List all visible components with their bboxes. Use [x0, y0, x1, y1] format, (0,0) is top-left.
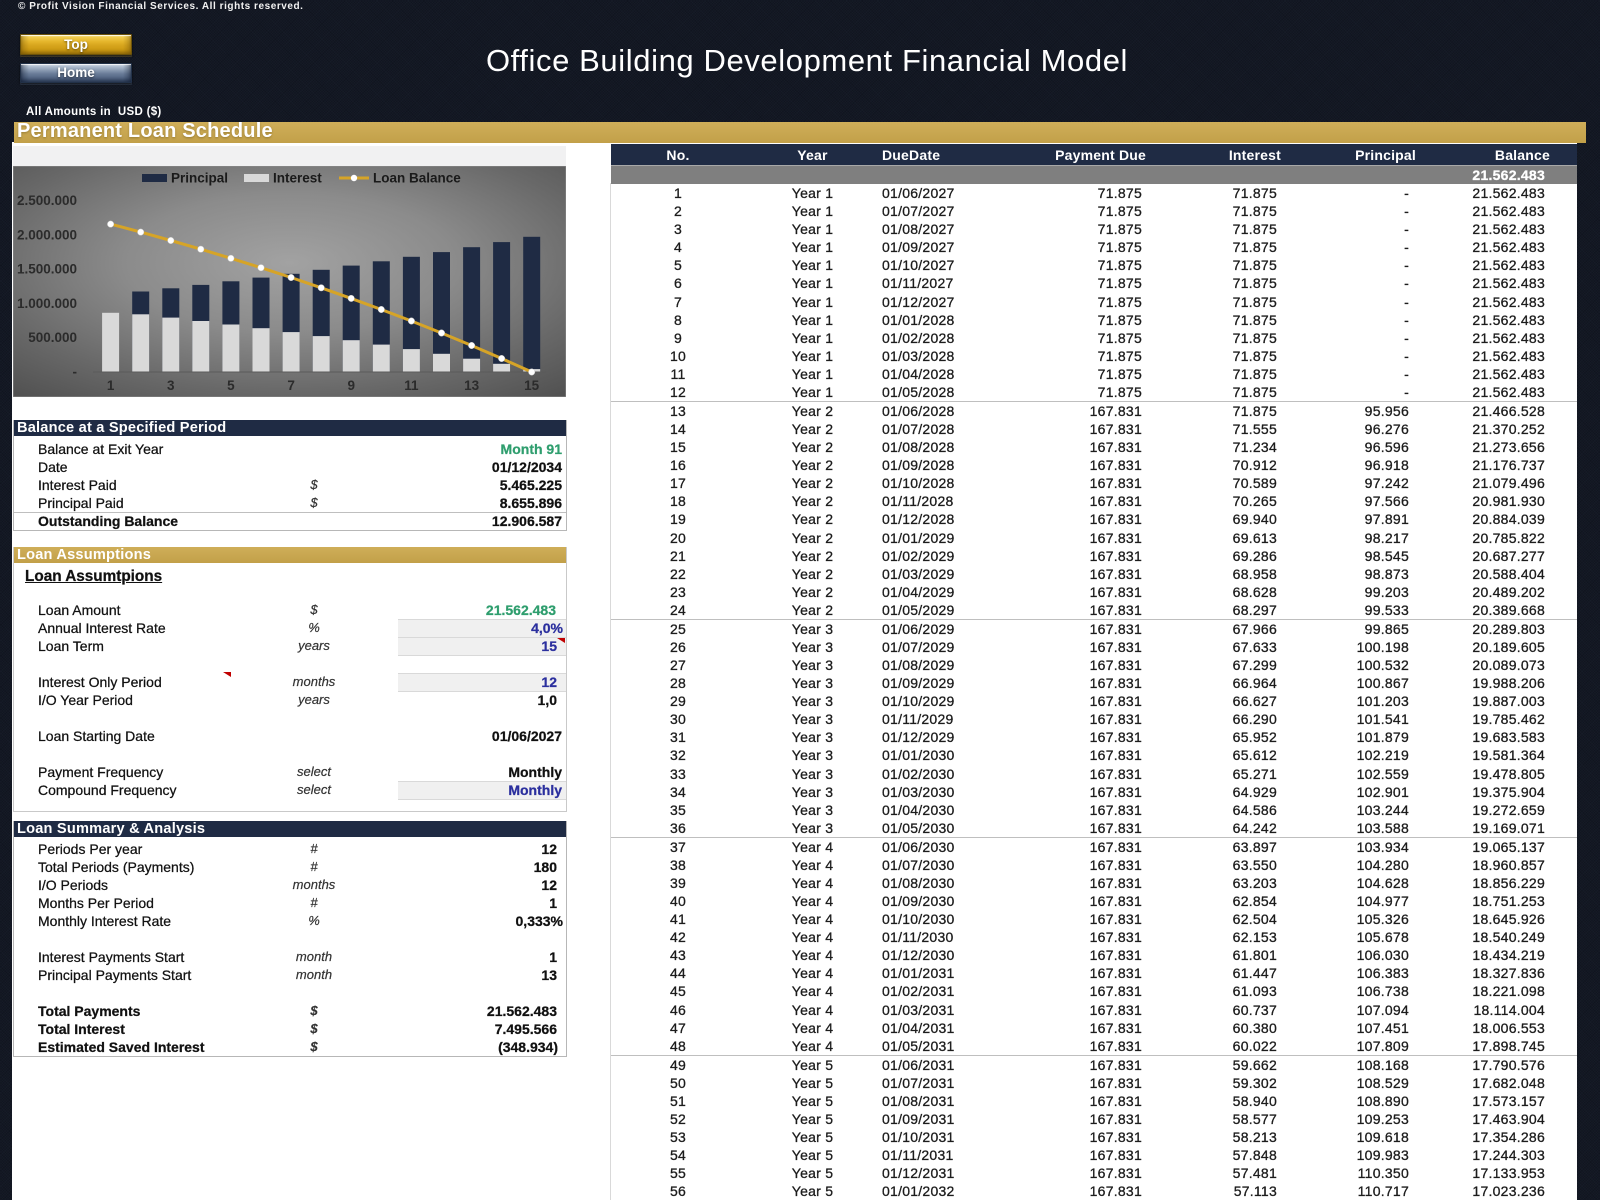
svg-text:15: 15 — [524, 378, 540, 393]
svg-text:1: 1 — [107, 378, 115, 393]
svg-text:1.500.000: 1.500.000 — [17, 262, 77, 277]
svg-text:1.000.000: 1.000.000 — [17, 296, 77, 311]
svg-text:500.000: 500.000 — [28, 330, 77, 345]
svg-text:Loan Balance: Loan Balance — [373, 171, 461, 186]
svg-text:2.000.000: 2.000.000 — [17, 227, 77, 242]
svg-text:3: 3 — [167, 378, 175, 393]
svg-text:13: 13 — [464, 378, 480, 393]
svg-text:Principal: Principal — [171, 171, 228, 186]
svg-text:-: - — [73, 365, 78, 380]
svg-text:9: 9 — [347, 378, 355, 393]
svg-text:5: 5 — [227, 378, 235, 393]
svg-text:2.500.000: 2.500.000 — [17, 193, 77, 208]
svg-text:11: 11 — [404, 378, 419, 393]
svg-text:7: 7 — [287, 378, 295, 393]
svg-text:Interest: Interest — [273, 171, 322, 186]
